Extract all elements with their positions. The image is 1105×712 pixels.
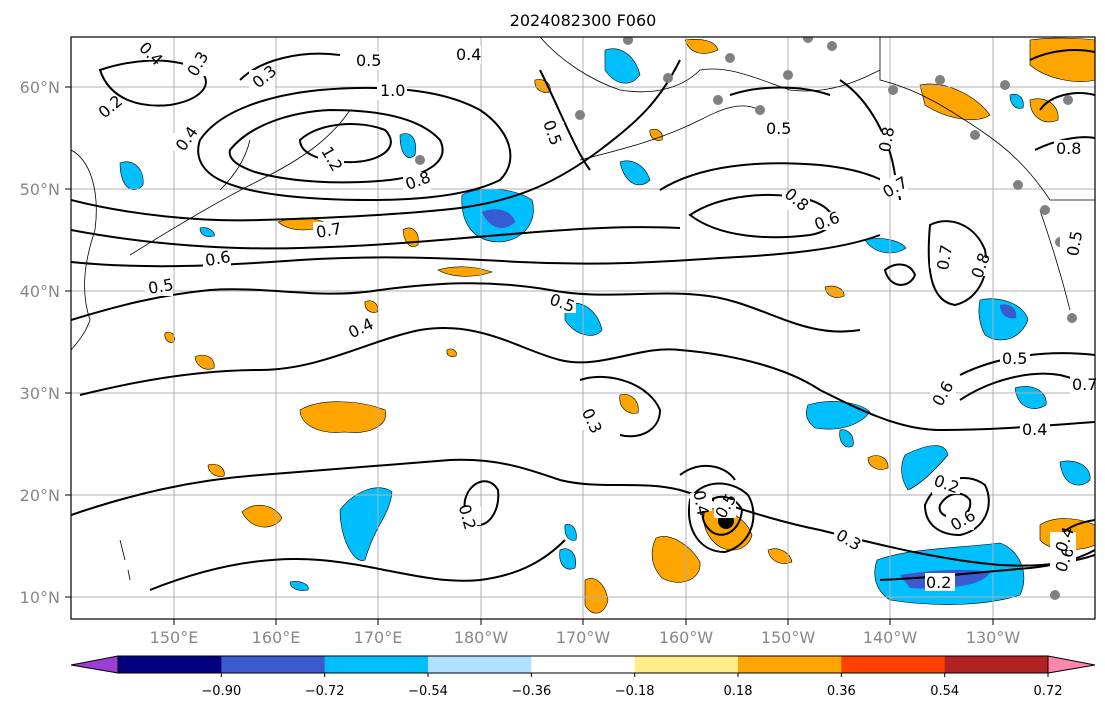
lat-tick-label: 30°N (20, 384, 60, 403)
contour-label: 0.7 (1072, 375, 1097, 394)
colorbar-segment (118, 656, 222, 673)
colorbar-segment (944, 656, 1049, 673)
lat-tick-label: 60°N (20, 78, 60, 97)
contour-label: 0.5 (766, 119, 791, 138)
colorbar-segment (324, 656, 429, 673)
colorbar-tick-label: 0.54 (930, 684, 959, 699)
lat-tick-label: 20°N (20, 486, 60, 505)
lon-tick-label: 160°W (659, 628, 714, 647)
colorbar-segment (531, 656, 636, 673)
lon-tick-label: 150°E (150, 628, 199, 647)
contour-label: 0.2 (926, 573, 951, 592)
colorbar-segment (428, 656, 532, 673)
colorbar-segment (634, 656, 739, 673)
colorbar-tick-label: −0.54 (408, 684, 448, 699)
colorbar-frame (117, 655, 1049, 674)
colorbar-tick-label: −0.36 (511, 684, 551, 699)
colorbar-tick-label: 0.36 (827, 684, 856, 699)
contour-label: 0.7 (315, 219, 343, 242)
contour-label: 0.7 (933, 243, 956, 271)
map-title: 2024082300 F060 (510, 11, 657, 30)
contour-label: 0.5 (1063, 229, 1086, 257)
coastlines (71, 37, 1095, 581)
lat-tick-label: 40°N (20, 282, 60, 301)
colorbar-extend-max (1047, 655, 1096, 674)
colorbar-segment (841, 656, 946, 673)
contour-label: 0.5 (147, 275, 175, 298)
lon-tick-label: 170°E (354, 628, 403, 647)
colorbar-tick-label: 0.18 (724, 684, 753, 699)
colorbar-tick-label: −0.18 (615, 684, 655, 699)
station-markers (415, 37, 1077, 600)
colorbar-tick-label: −0.72 (305, 684, 345, 699)
contour-label: 0.6 (204, 247, 232, 270)
contour-label: 0.4 (689, 489, 712, 517)
lat-tick-label: 50°N (20, 180, 60, 199)
latitude-axis: 60°N 50°N 40°N 30°N 20°N 10°N (20, 78, 71, 607)
contour-label: 1.0 (380, 81, 405, 100)
contour-label: 0.5 (1002, 349, 1027, 368)
colorbar-segment (738, 656, 842, 673)
contour-label: 0.4 (1022, 420, 1047, 439)
contour-label: 0.5 (356, 51, 381, 70)
lon-tick-label: 150°W (761, 628, 816, 647)
lat-tick-label: 10°N (20, 588, 60, 607)
colorbar-segment (221, 656, 326, 673)
lon-tick-label: 160°E (252, 628, 301, 647)
contour-label: 0.4 (456, 45, 481, 64)
colorbar: −0.90 −0.72 −0.54 −0.36 −0.18 0.18 0.36 0.54 0.7… (70, 655, 1096, 699)
lon-tick-label: 170°W (556, 628, 611, 647)
lon-tick-label: 130°W (966, 628, 1021, 647)
colorbar-extend-min (70, 655, 119, 674)
colorbar-tick-label: 0.72 (1034, 684, 1063, 699)
longitude-axis: 150°E 160°E 170°E 180°W 170°W 160°W 150°… (150, 619, 1021, 647)
lon-tick-label: 140°W (863, 628, 918, 647)
contour-label: 0.8 (1056, 139, 1081, 158)
colorbar-tick-label: −0.90 (201, 684, 241, 699)
lon-tick-label: 180°W (454, 628, 509, 647)
contour-label: 0.8 (875, 125, 898, 153)
